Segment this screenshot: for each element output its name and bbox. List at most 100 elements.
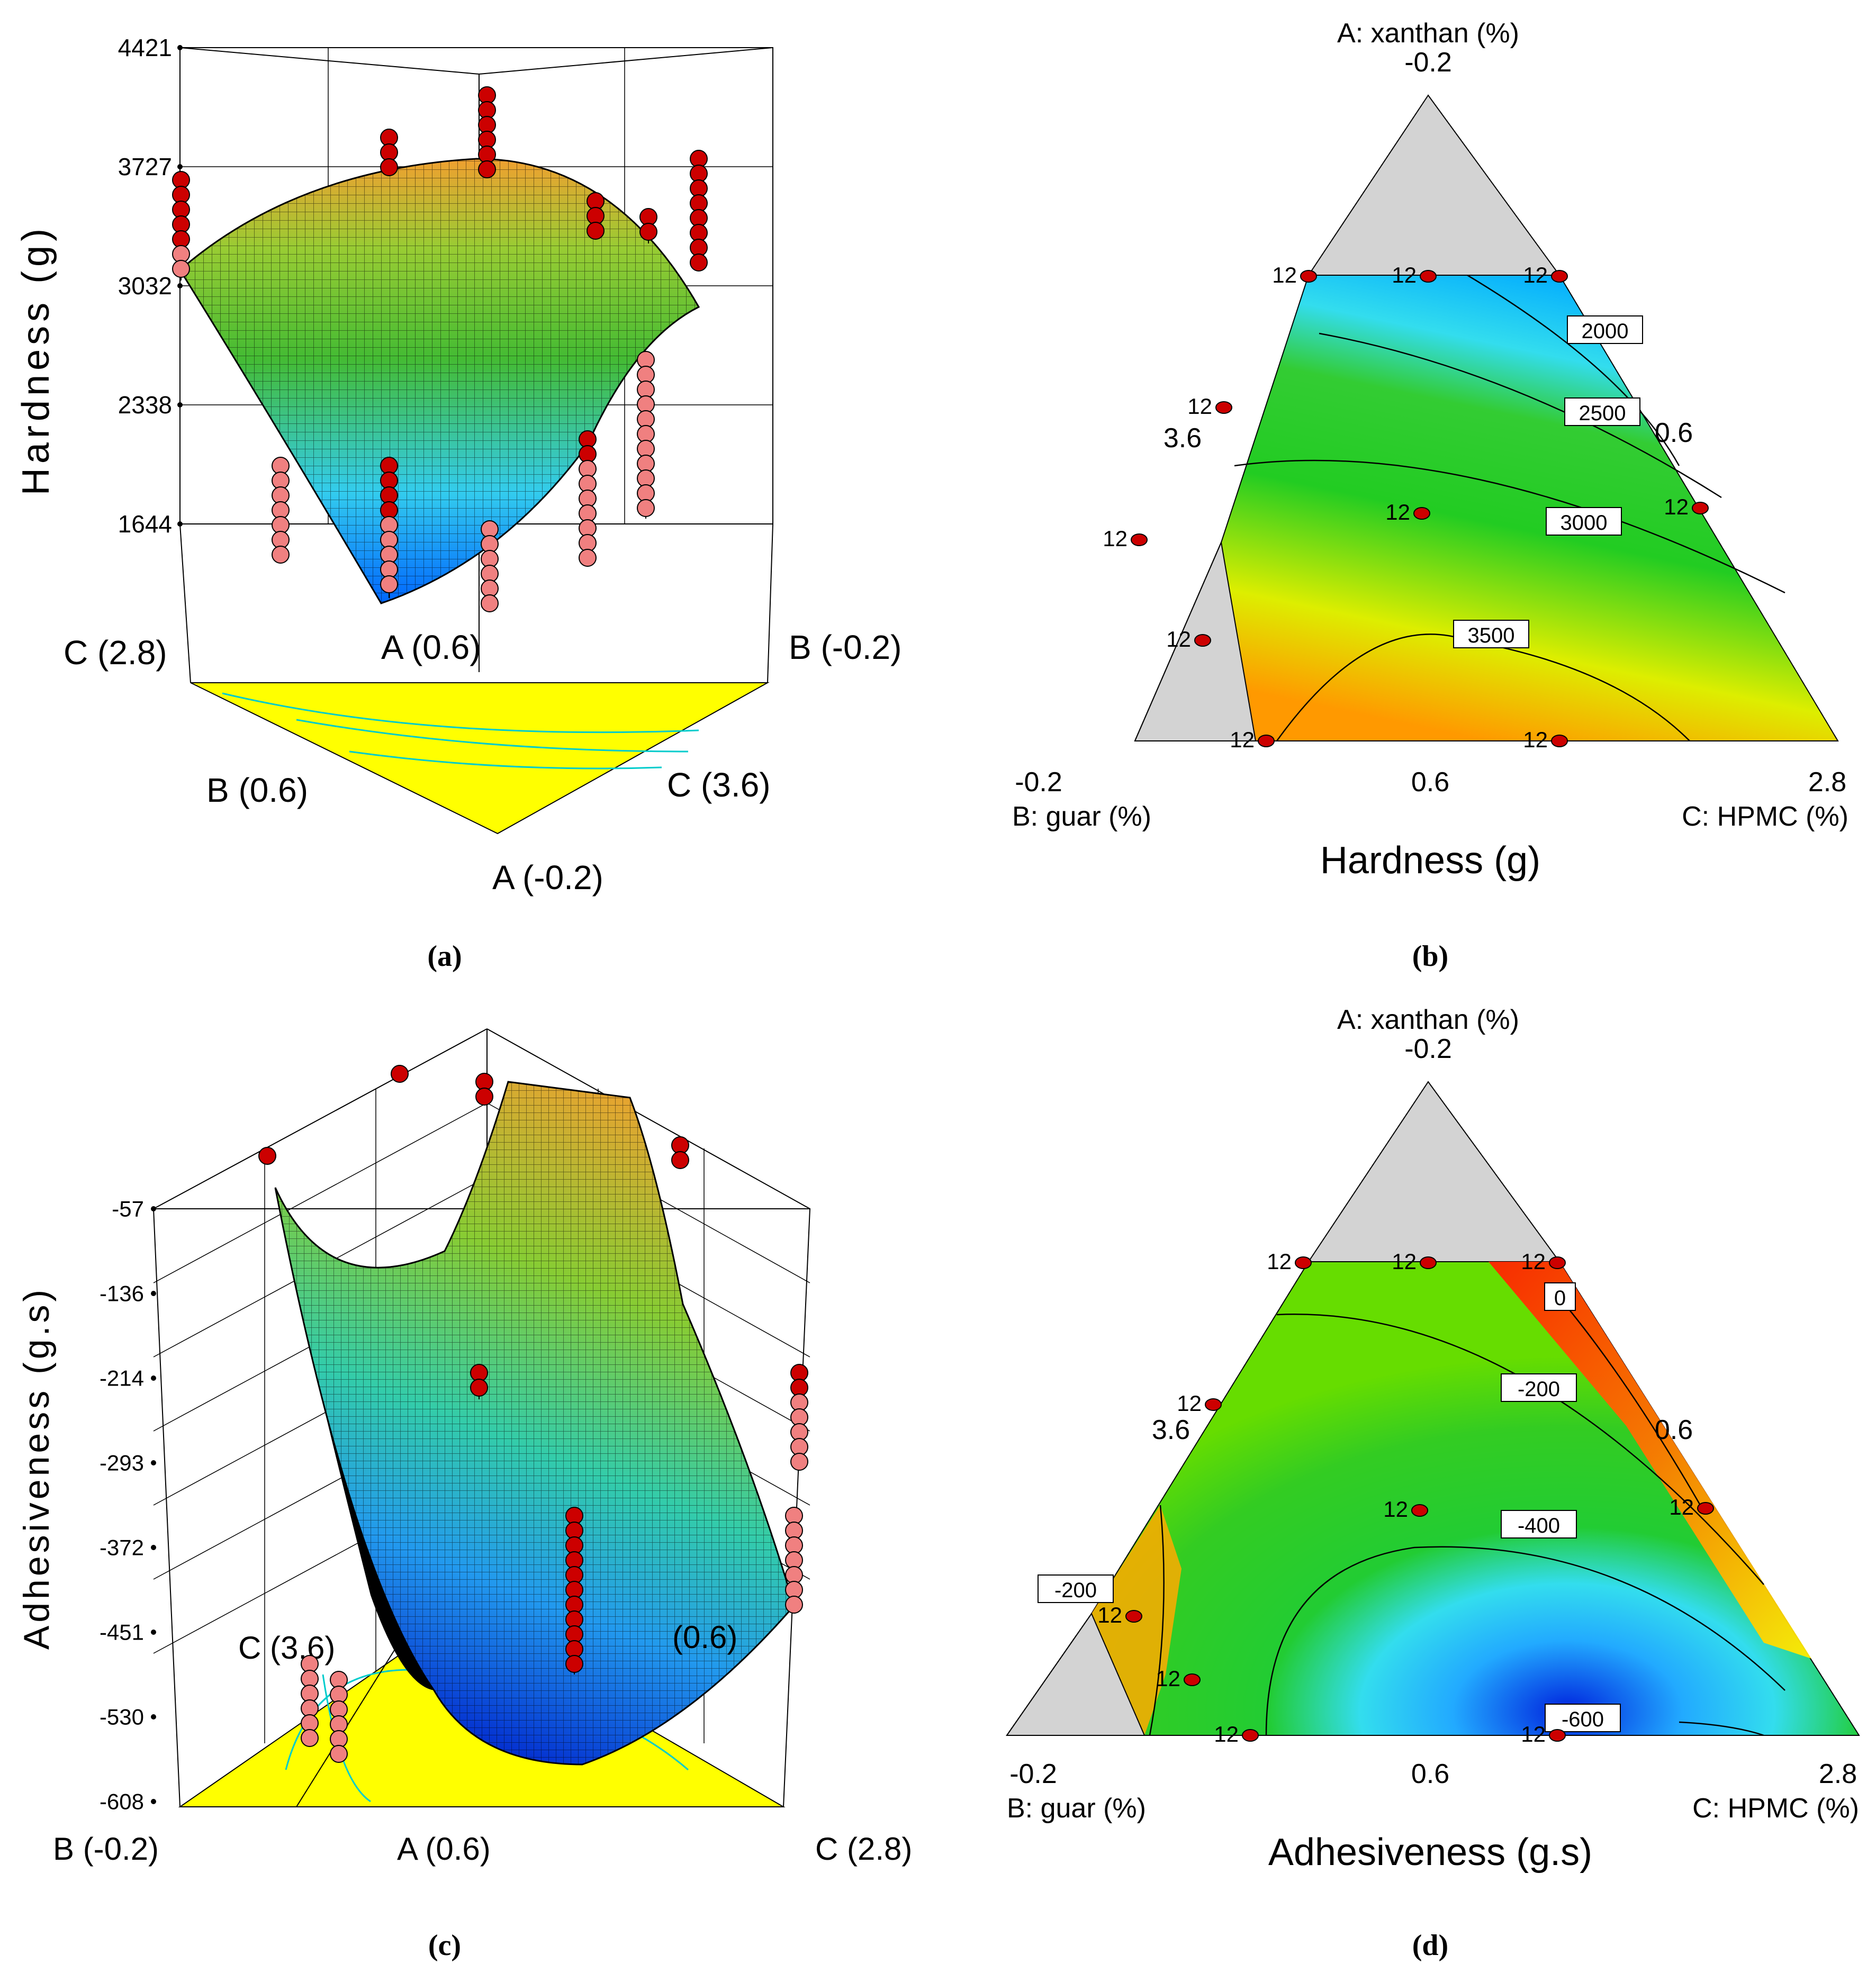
z-tick-label: 4421 bbox=[118, 34, 172, 61]
panel-a-corner-label: A (-0.2) bbox=[492, 858, 603, 897]
design-point bbox=[1131, 533, 1148, 546]
panel-c-design-points bbox=[258, 1065, 808, 1763]
design-point bbox=[1184, 1673, 1201, 1686]
contour-label: 0 bbox=[1554, 1287, 1566, 1310]
design-point bbox=[272, 546, 290, 564]
design-point-label: 12 bbox=[1523, 263, 1548, 287]
design-point bbox=[470, 1379, 488, 1397]
design-point bbox=[1242, 1729, 1259, 1742]
design-point bbox=[1411, 1504, 1428, 1517]
contour-label: 2500 bbox=[1579, 402, 1626, 425]
design-point bbox=[579, 549, 597, 567]
design-point bbox=[1215, 401, 1232, 414]
panel-b-design-points: 12 12 12 12 12 12 12 12 12 12 bbox=[1103, 263, 1709, 752]
panel-d-axis-label-top: A: xanthan (%) bbox=[1337, 1004, 1519, 1035]
design-point-label: 12 bbox=[1385, 500, 1410, 524]
contour-label-box bbox=[1564, 397, 1640, 426]
contour-label: -600 bbox=[1562, 1708, 1604, 1731]
panel-d-caption: (d) bbox=[1412, 1929, 1448, 1962]
panel-b-contour-labels: 2000 2500 3000 3500 bbox=[1453, 315, 1643, 648]
z-tick-label: 1644 bbox=[118, 510, 172, 538]
z-tick-mark bbox=[151, 1375, 156, 1381]
design-point-label: 12 bbox=[1272, 263, 1297, 287]
panel-d-tick: -0.2 bbox=[1404, 1034, 1452, 1064]
panel-d-tick: -0.2 bbox=[1009, 1759, 1057, 1789]
design-point-label: 12 bbox=[1521, 1249, 1546, 1274]
panel-c-surface-chart: -57 -136 -214 -293 -372 -451 -530 -608 Adhesive… bbox=[16, 1028, 912, 1962]
contour-label-box bbox=[1501, 1373, 1577, 1402]
design-point bbox=[790, 1453, 808, 1471]
z-tick-label: 3727 bbox=[118, 153, 172, 180]
design-point-label: 12 bbox=[1156, 1666, 1180, 1691]
design-point bbox=[1551, 735, 1568, 747]
z-tick-label: -214 bbox=[100, 1366, 144, 1391]
design-point bbox=[478, 160, 496, 178]
panel-a-floor-contour bbox=[190, 682, 770, 835]
design-point bbox=[690, 254, 708, 271]
design-point bbox=[475, 1088, 493, 1106]
contour-label-box bbox=[1038, 1574, 1114, 1603]
design-point-label: 12 bbox=[1392, 1249, 1417, 1274]
panel-d-axis-label-right: C: HPMC (%) bbox=[1692, 1793, 1859, 1824]
design-point-label: 12 bbox=[1392, 263, 1417, 287]
design-point-label: 12 bbox=[1097, 1603, 1122, 1627]
z-tick-label: -293 bbox=[100, 1451, 144, 1476]
panel-b-tick: 0.6 bbox=[1411, 767, 1449, 798]
design-point-label: 12 bbox=[1214, 1722, 1239, 1746]
z-tick-mark bbox=[177, 521, 183, 527]
contour-label-box bbox=[1453, 620, 1529, 648]
contour-label-box bbox=[1545, 1704, 1621, 1732]
z-tick-mark bbox=[177, 283, 183, 288]
design-point bbox=[1551, 270, 1568, 283]
z-tick-mark bbox=[151, 1630, 156, 1635]
contour-label-box bbox=[1501, 1510, 1577, 1538]
design-point bbox=[330, 1745, 348, 1763]
panel-b-axis-label-right: C: HPMC (%) bbox=[1682, 801, 1848, 832]
design-point bbox=[1125, 1610, 1142, 1623]
panel-b-tick: 2.8 bbox=[1808, 767, 1846, 798]
panel-d-title: Adhesiveness (g.s) bbox=[1268, 1831, 1592, 1874]
design-point-label: 12 bbox=[1166, 627, 1191, 651]
panel-b-tick: 0.6 bbox=[1655, 418, 1693, 448]
design-point bbox=[391, 1065, 409, 1083]
design-point bbox=[1420, 270, 1437, 283]
panel-a-corner-label: A (0.6) bbox=[381, 628, 481, 666]
panel-d-contour-labels: 0 -200 -200 -400 -600 bbox=[1038, 1282, 1621, 1732]
panel-a-design-points bbox=[172, 86, 708, 612]
design-point bbox=[301, 1729, 319, 1747]
design-point-label: 12 bbox=[1669, 1495, 1694, 1519]
design-point bbox=[1549, 1256, 1566, 1269]
design-point-label: 12 bbox=[1267, 1249, 1292, 1274]
z-tick-mark bbox=[151, 1799, 156, 1804]
z-tick-mark bbox=[151, 1545, 156, 1550]
design-point bbox=[1549, 1729, 1566, 1742]
panel-b-excluded-region bbox=[1307, 94, 1561, 276]
panel-a-caption: (a) bbox=[427, 940, 462, 973]
design-point bbox=[1295, 1256, 1312, 1269]
panel-d-tick: 3.6 bbox=[1152, 1415, 1190, 1445]
panel-c-corner-label: C (2.8) bbox=[815, 1831, 912, 1867]
design-point bbox=[565, 1655, 583, 1673]
design-point bbox=[380, 575, 398, 593]
panel-c-corner-label: A (0.6) bbox=[397, 1831, 491, 1867]
panel-b-caption: (b) bbox=[1412, 940, 1448, 973]
panel-b-axis-label-top: A: xanthan (%) bbox=[1337, 18, 1519, 49]
panel-d-ternary-contour-chart: 0 -200 -200 -400 -600 12 12 12 12 12 12 12 12 12 12 A… bbox=[1006, 1004, 1860, 1962]
z-tick-label: 2338 bbox=[118, 391, 172, 419]
design-point bbox=[172, 260, 190, 278]
panel-d-feasible-region bbox=[1090, 1261, 1860, 1736]
design-point-label: 12 bbox=[1521, 1722, 1546, 1746]
z-tick-mark bbox=[151, 1460, 156, 1465]
panel-c-corner-label: C (3.6) bbox=[238, 1630, 335, 1666]
panel-b-axis-label-left: B: guar (%) bbox=[1012, 801, 1151, 832]
design-point-label: 12 bbox=[1187, 394, 1212, 419]
panel-c-corner-label: B (-0.2) bbox=[53, 1831, 159, 1867]
panel-b-tick: -0.2 bbox=[1015, 767, 1062, 798]
design-point bbox=[639, 223, 657, 241]
contour-label: 2000 bbox=[1582, 320, 1629, 343]
contour-label: -200 bbox=[1054, 1579, 1097, 1602]
design-point-label: 12 bbox=[1177, 1391, 1202, 1416]
z-tick-label: -136 bbox=[100, 1281, 144, 1306]
contour-label-box bbox=[1546, 507, 1622, 536]
design-point bbox=[587, 222, 605, 240]
